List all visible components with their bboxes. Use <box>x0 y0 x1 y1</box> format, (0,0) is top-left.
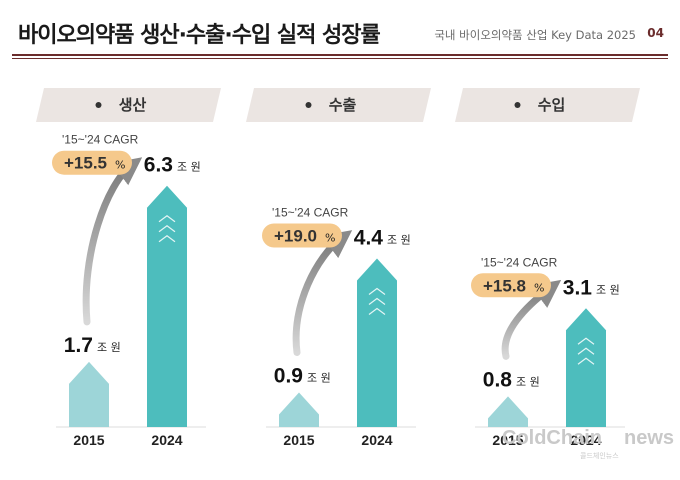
cagr-value: +15.8 <box>483 276 526 295</box>
cagr-unit: % <box>325 231 335 244</box>
cagr-label: '15~'24 CAGR <box>481 255 558 269</box>
page-number: 04 <box>647 26 664 40</box>
header-rule-thin <box>12 58 668 59</box>
x-tick-label: 2015 <box>283 432 314 448</box>
unit-label-2024: 조 원 <box>596 283 620 296</box>
cagr-value: +19.0 <box>274 226 317 245</box>
x-tick-label: 2015 <box>73 432 104 448</box>
panel-title: 수입 <box>538 96 566 114</box>
chevron-up-icon <box>577 337 595 345</box>
value-label-2015: 1.7 <box>64 334 93 357</box>
header-bar: 바이오의약품 생산·수출·수입 실적 성장률 국내 바이오의약품 산업 Key … <box>0 0 680 59</box>
chevron-up-icon <box>158 234 176 243</box>
x-tick-label: 2024 <box>361 432 392 448</box>
watermark-logo: ColdChain <box>502 427 602 449</box>
bar-2015 <box>279 392 319 427</box>
bar-2024 <box>357 258 397 427</box>
x-tick-label: 2024 <box>570 432 601 448</box>
chevron-up-icon <box>577 357 595 365</box>
panel-header-0 <box>36 88 221 122</box>
unit-label-2015: 조 원 <box>307 372 331 385</box>
unit-label-2015: 조 원 <box>516 375 540 388</box>
cagr-badge <box>262 223 342 248</box>
cagr-badge <box>471 273 551 298</box>
page-title: 바이오의약품 생산·수출·수입 실적 성장률 <box>18 23 381 48</box>
cagr-badge <box>52 150 132 175</box>
panel-title: 생산 <box>119 96 147 114</box>
page-subtitle: 국내 바이오의약품 산업 Key Data 2025 <box>434 28 636 42</box>
value-label-2024: 3.1 <box>563 276 593 299</box>
unit-label-2024: 조 원 <box>177 161 201 174</box>
chevron-up-icon <box>368 307 386 315</box>
chevron-up-icon <box>158 224 176 233</box>
panel-header-2 <box>455 88 640 122</box>
chevron-up-icon <box>577 347 595 355</box>
panel-bullet-icon <box>514 102 521 108</box>
watermark-suffix: news <box>624 427 674 449</box>
cagr-label: '15~'24 CAGR <box>62 133 139 147</box>
chevron-up-icon <box>368 287 386 295</box>
chevron-up-icon <box>158 214 176 223</box>
value-label-2015: 0.9 <box>274 365 303 388</box>
growth-arrow-icon <box>82 157 143 326</box>
bar-2024 <box>566 308 606 427</box>
header-rule <box>12 54 668 56</box>
unit-label-2015: 조 원 <box>97 341 121 354</box>
bar-2024 <box>147 185 187 427</box>
cagr-unit: % <box>534 281 544 294</box>
value-label-2024: 6.3 <box>144 154 173 177</box>
bar-2015 <box>69 361 109 427</box>
panel-bullet-icon <box>305 102 312 108</box>
panel-bullet-icon <box>95 102 102 108</box>
unit-label-2024: 조 원 <box>387 233 411 246</box>
value-label-2024: 4.4 <box>354 226 384 249</box>
value-label-2015: 0.8 <box>483 368 513 391</box>
panel-header-1 <box>246 88 431 122</box>
x-tick-label: 2024 <box>151 432 182 448</box>
cagr-label: '15~'24 CAGR <box>272 205 349 219</box>
growth-arrow-icon <box>501 279 562 360</box>
panel-title: 수출 <box>329 96 357 114</box>
watermark-tagline: 콜드체인뉴스 <box>580 451 619 460</box>
x-tick-label: 2015 <box>492 432 523 448</box>
growth-arrow-icon <box>292 230 353 357</box>
bar-2015 <box>488 396 528 427</box>
chevron-up-icon <box>368 297 386 305</box>
cagr-value: +15.5 <box>64 154 107 173</box>
cagr-unit: % <box>115 159 125 172</box>
